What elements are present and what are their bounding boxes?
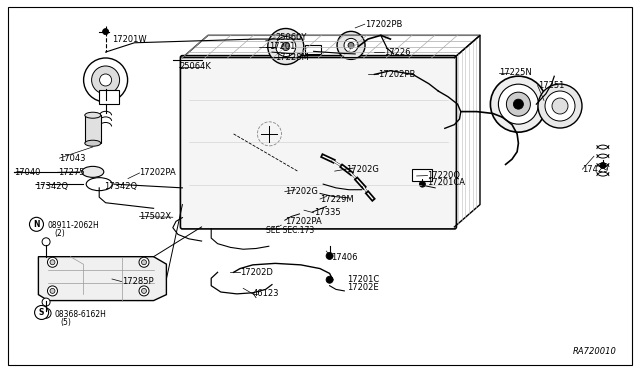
Circle shape bbox=[47, 286, 58, 296]
Text: 17040: 17040 bbox=[14, 168, 40, 177]
Text: 17229M: 17229M bbox=[320, 195, 354, 203]
Text: SEE SEC.173: SEE SEC.173 bbox=[266, 226, 314, 235]
FancyBboxPatch shape bbox=[180, 56, 456, 229]
Circle shape bbox=[141, 260, 147, 265]
Circle shape bbox=[84, 58, 127, 102]
Text: (5): (5) bbox=[61, 318, 72, 327]
Circle shape bbox=[326, 253, 333, 259]
Circle shape bbox=[50, 288, 55, 294]
Text: 17285P: 17285P bbox=[122, 277, 153, 286]
Text: 17202PA: 17202PA bbox=[285, 217, 321, 226]
Text: 25060Y: 25060Y bbox=[275, 33, 307, 42]
Circle shape bbox=[102, 29, 109, 35]
Text: 17225N: 17225N bbox=[499, 68, 532, 77]
Circle shape bbox=[337, 31, 365, 60]
Circle shape bbox=[419, 181, 426, 187]
Ellipse shape bbox=[86, 178, 112, 190]
Circle shape bbox=[552, 98, 568, 114]
Circle shape bbox=[92, 66, 120, 94]
Text: 17202D: 17202D bbox=[240, 268, 273, 277]
Text: 17342Q: 17342Q bbox=[104, 182, 137, 191]
Circle shape bbox=[42, 298, 50, 306]
Circle shape bbox=[513, 99, 524, 109]
Ellipse shape bbox=[84, 112, 101, 118]
Circle shape bbox=[348, 42, 354, 48]
Text: 17202G: 17202G bbox=[346, 165, 378, 174]
Circle shape bbox=[344, 38, 358, 52]
Circle shape bbox=[490, 76, 547, 132]
Text: 17429: 17429 bbox=[582, 165, 609, 174]
Circle shape bbox=[139, 257, 149, 267]
Text: 17043: 17043 bbox=[60, 154, 86, 163]
Circle shape bbox=[100, 74, 111, 86]
Text: 17202E: 17202E bbox=[348, 283, 379, 292]
Ellipse shape bbox=[82, 166, 104, 177]
Circle shape bbox=[47, 257, 58, 267]
Circle shape bbox=[326, 276, 333, 283]
Circle shape bbox=[42, 238, 50, 246]
Polygon shape bbox=[38, 257, 166, 301]
Text: 17201: 17201 bbox=[269, 42, 295, 51]
Text: 08368-6162H: 08368-6162H bbox=[54, 310, 106, 319]
Text: 17201W: 17201W bbox=[112, 35, 147, 44]
Text: 17406: 17406 bbox=[331, 253, 357, 262]
Circle shape bbox=[282, 42, 290, 51]
Text: S: S bbox=[39, 308, 44, 317]
Circle shape bbox=[41, 308, 51, 318]
Text: N: N bbox=[33, 220, 40, 229]
Circle shape bbox=[276, 36, 296, 57]
Text: 17220Q: 17220Q bbox=[428, 171, 461, 180]
Text: 17202G: 17202G bbox=[285, 187, 317, 196]
Circle shape bbox=[35, 305, 49, 320]
Text: 17201CA: 17201CA bbox=[428, 178, 465, 187]
Text: 17275: 17275 bbox=[58, 168, 84, 177]
Text: 17202PB: 17202PB bbox=[365, 20, 402, 29]
Text: 46123: 46123 bbox=[253, 289, 279, 298]
Text: 17201C: 17201C bbox=[348, 275, 380, 284]
Text: 17502X: 17502X bbox=[140, 212, 172, 221]
Text: RA720010: RA720010 bbox=[573, 347, 617, 356]
Text: 17228M: 17228M bbox=[275, 53, 309, 62]
Bar bbox=[84, 115, 101, 143]
Bar bbox=[412, 169, 433, 181]
Circle shape bbox=[506, 92, 531, 116]
Circle shape bbox=[538, 84, 582, 128]
Ellipse shape bbox=[84, 140, 101, 146]
Text: 08911-2062H: 08911-2062H bbox=[48, 221, 100, 230]
Text: 17226: 17226 bbox=[384, 48, 410, 57]
Circle shape bbox=[139, 286, 149, 296]
Circle shape bbox=[141, 288, 147, 294]
Circle shape bbox=[600, 163, 606, 169]
Text: 17335: 17335 bbox=[314, 208, 340, 217]
Text: 17202PA: 17202PA bbox=[140, 169, 176, 177]
Text: 17342Q: 17342Q bbox=[35, 182, 68, 191]
Text: 25064K: 25064K bbox=[179, 62, 211, 71]
Text: 17202PB: 17202PB bbox=[378, 70, 415, 79]
Circle shape bbox=[499, 84, 538, 124]
Circle shape bbox=[268, 29, 304, 64]
Bar bbox=[99, 90, 119, 104]
Text: (2): (2) bbox=[54, 229, 65, 238]
Circle shape bbox=[29, 217, 44, 231]
Circle shape bbox=[50, 260, 55, 265]
Text: 17251: 17251 bbox=[538, 81, 564, 90]
Bar bbox=[305, 45, 321, 54]
Circle shape bbox=[545, 91, 575, 121]
